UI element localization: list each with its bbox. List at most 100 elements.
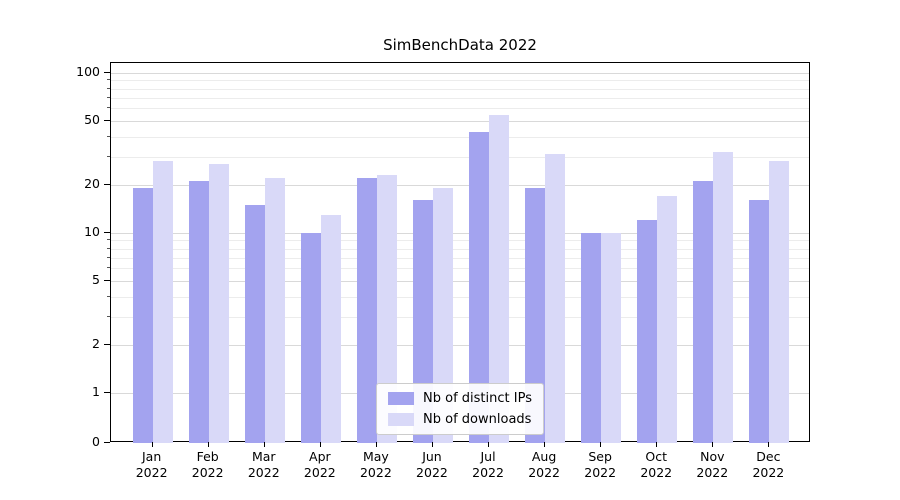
gridline-minor [111,296,809,298]
xtick-mark [488,442,490,447]
ytick-mark-minor [107,155,110,157]
ytick-mark-minor [107,107,110,109]
ytick-mark [104,392,110,393]
bar-distinct-ips-mar [244,204,265,443]
xtick-mark [768,442,770,447]
bar-distinct-ips-jun [412,200,433,443]
bar-distinct-ips-oct [637,220,658,443]
ytick-mark-minor [107,96,110,98]
ytick-mark [104,442,110,443]
ytick-mark-minor [107,79,110,81]
bar-downloads-mar [264,178,285,443]
bar-distinct-ips-nov [693,181,714,443]
bar-downloads-aug [545,154,566,443]
bar-downloads-oct [657,196,678,443]
bar-downloads-may [376,175,397,443]
xtick-label-sep: Sep 2022 [584,449,617,480]
xtick-label-may: May 2022 [359,449,392,480]
legend-label-downloads: Nb of downloads [423,412,532,427]
gridline-minor [111,316,809,318]
xtick-label-jun: Jun 2022 [416,449,448,480]
xtick-label-feb: Feb 2022 [191,449,224,480]
ytick-label: 50 [84,112,100,128]
xtick-label-jul: Jul 2022 [472,449,504,480]
bar-downloads-sep [601,233,622,443]
xtick-label-oct: Oct 2022 [640,449,673,480]
bar-downloads-jun [432,188,453,443]
ytick-mark-minor [107,247,110,249]
ytick-mark [104,280,110,282]
bar-downloads-feb [208,163,229,443]
legend-item-distinct-ips: Nb of distinct IPs [388,391,532,406]
bar-downloads-dec [769,161,790,443]
bar-distinct-ips-jul [469,131,490,443]
bar-downloads-apr [320,214,341,443]
ytick-label: 20 [84,175,100,191]
ytick-mark-minor [107,135,110,137]
bar-distinct-ips-dec [749,200,770,443]
bar-downloads-nov [713,152,734,443]
xtick-mark [431,442,433,447]
bar-distinct-ips-may [356,178,377,443]
gridline-major [111,73,809,74]
legend-item-downloads: Nb of downloads [388,412,532,427]
gridline-major [111,184,809,186]
xtick-mark [544,442,546,447]
gridline-minor [111,88,809,90]
ytick-mark-minor [107,87,110,89]
ytick-mark-minor [107,295,110,297]
xtick-mark [375,442,377,447]
gridline-minor [111,257,809,259]
gridline-minor [111,268,809,270]
xtick-label-jan: Jan 2022 [135,449,168,480]
gridline-minor [111,80,809,82]
gridline-major [111,344,809,346]
bars-layer [111,63,809,443]
ytick-mark-minor [107,315,110,317]
ytick-mark [104,72,110,73]
ytick-mark-minor [107,267,110,269]
bar-downloads-jul [489,114,510,443]
xtick-label-mar: Mar 2022 [247,449,280,480]
xtick-mark [151,442,153,447]
ytick-mark [104,343,110,345]
gridline-minor [111,108,809,110]
ytick-mark [104,232,110,233]
ytick-mark [104,183,110,185]
ytick-label: 2 [92,335,100,351]
xtick-label-nov: Nov 2022 [696,449,729,480]
chart-title: SimBenchData 2022 [383,36,537,54]
ytick-mark-minor [107,256,110,258]
ytick-label: 5 [92,272,100,288]
xtick-label-dec: Dec 2022 [752,449,785,480]
plot-area: Nb of distinct IPs Nb of downloads [110,62,810,443]
ytick-label: 100 [76,64,100,79]
xtick-mark [319,442,321,447]
legend-label-distinct-ips: Nb of distinct IPs [423,391,532,406]
bar-distinct-ips-jan [132,188,153,443]
legend-swatch-distinct-ips [388,392,415,405]
ytick-label: 1 [92,384,100,399]
gridline-major [111,233,809,234]
bar-downloads-jan [152,161,173,443]
bar-distinct-ips-apr [300,233,321,443]
gridline-major [111,281,809,283]
xtick-mark [263,442,265,447]
xtick-label-apr: Apr 2022 [303,449,336,480]
legend: Nb of distinct IPs Nb of downloads [376,383,544,435]
xtick-mark [656,442,658,447]
gridline-minor [111,97,809,99]
xtick-mark [207,442,209,447]
bar-distinct-ips-aug [525,188,546,443]
gridline-minor [111,240,809,242]
xtick-mark [600,442,602,447]
legend-swatch-downloads [388,413,415,426]
xtick-label-aug: Aug 2022 [528,449,560,480]
gridline-major [111,121,809,123]
ytick-label: 0 [92,434,100,449]
bar-distinct-ips-feb [188,181,209,443]
gridline-minor [111,156,809,158]
ytick-mark [104,120,110,122]
ytick-label: 10 [84,224,100,239]
